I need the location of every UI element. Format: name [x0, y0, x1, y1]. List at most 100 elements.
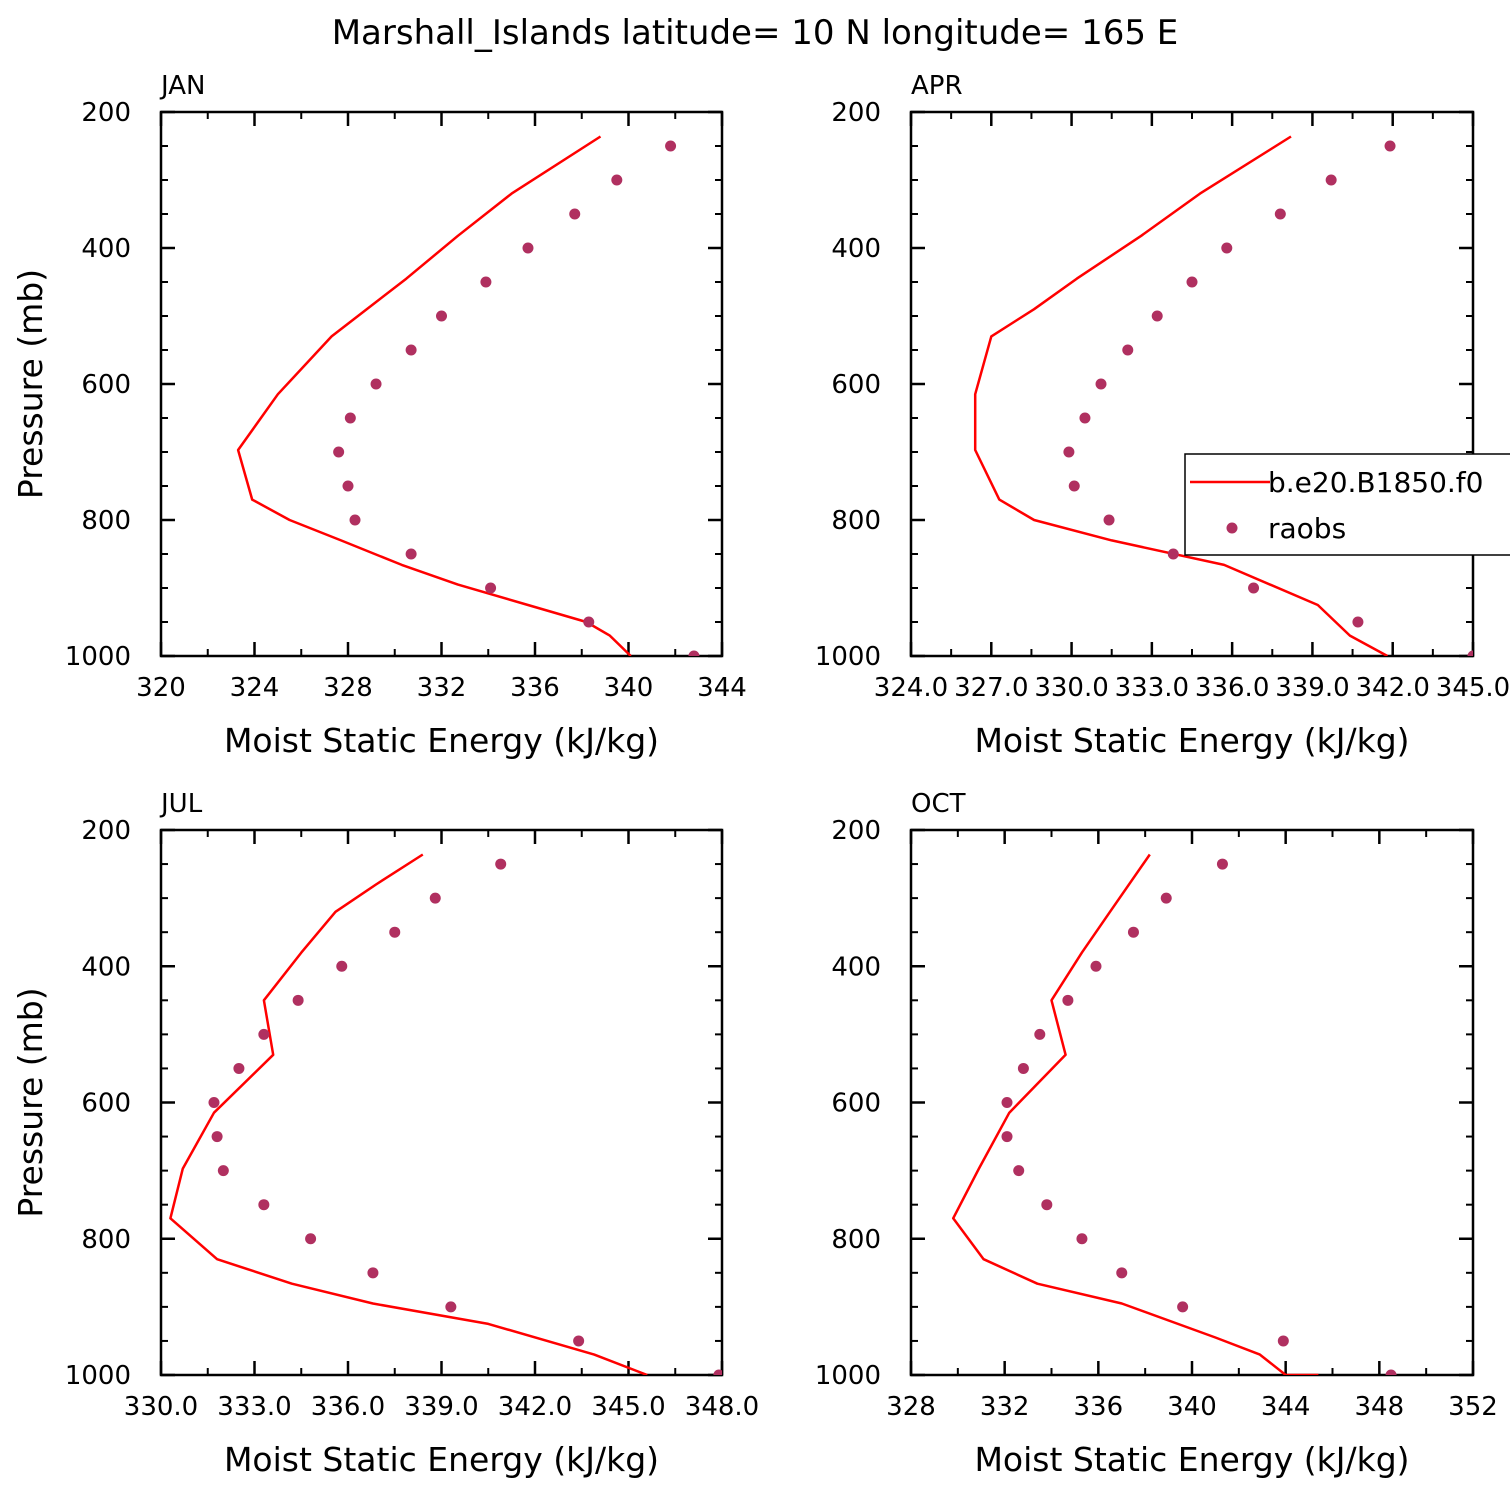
x-axis-label: Moist Static Energy (kJ/kg) [224, 721, 659, 760]
x-tick-label: 336.0 [1195, 673, 1269, 703]
model-line-series [973, 135, 1388, 656]
y-tick-label: 600 [831, 1089, 881, 1119]
series-group [236, 135, 700, 656]
raobs-point [1384, 140, 1396, 152]
raobs-point [405, 548, 417, 560]
x-tick-label: 328 [323, 673, 373, 703]
legend-box [1184, 453, 1510, 556]
raobs-point [344, 412, 356, 424]
y-tick-label: 400 [831, 952, 881, 982]
x-tick-label: 333.0 [1115, 673, 1189, 703]
raobs-point [292, 994, 304, 1006]
y-tick-label: 400 [831, 234, 881, 264]
y-tick-label: 1000 [815, 1361, 881, 1391]
raobs-point [1068, 480, 1080, 492]
raobs-point [367, 1267, 379, 1279]
panel-jul: JUL 330.0 333.0 336.0 339.0 342.0 345.0 348.0 20… [11, 789, 759, 1479]
x-tick-label: 328 [886, 1392, 936, 1422]
raobs-point [305, 1233, 317, 1245]
series-group [951, 853, 1397, 1375]
x-tick-label: 340 [1167, 1392, 1217, 1422]
raobs-point [1352, 616, 1364, 628]
y-tick-label: 800 [81, 1225, 131, 1255]
raobs-point [713, 1369, 722, 1375]
x-axis-label: Moist Static Energy (kJ/kg) [224, 1440, 659, 1479]
y-tick-label: 1000 [65, 1361, 131, 1391]
x-tick-label: 332 [417, 673, 467, 703]
raobs-point [1103, 514, 1115, 526]
raobs-point [336, 960, 348, 972]
raobs-point [1248, 582, 1260, 594]
raobs-point [522, 242, 534, 254]
raobs-point [1062, 994, 1074, 1006]
y-tick-label: 600 [81, 370, 131, 400]
raobs-point [1167, 548, 1179, 560]
raobs-point [1076, 1233, 1088, 1245]
raobs-point [1095, 378, 1107, 390]
x-tick-label: 336 [1074, 1392, 1124, 1422]
x-tick-label: 336 [510, 673, 560, 703]
x-tick-label: 336.0 [311, 1392, 385, 1422]
raobs-point [217, 1165, 229, 1177]
raobs-point [342, 480, 354, 492]
x-tick-label: 352 [1448, 1392, 1498, 1422]
x-tick-label: 332 [980, 1392, 1030, 1422]
raobs-point [1017, 1062, 1029, 1074]
raobs-point [1122, 344, 1134, 356]
x-tick-label: 340 [604, 673, 654, 703]
x-tick-label: 339.0 [1275, 673, 1349, 703]
x-tick-label: 333.0 [217, 1392, 291, 1422]
raobs-point [1001, 1097, 1013, 1108]
raobs-point [611, 174, 623, 186]
model-line-series [951, 853, 1319, 1375]
x-tick-label: 320 [136, 673, 186, 703]
model-line-series [236, 135, 632, 656]
raobs-point [389, 926, 401, 938]
raobs-point [1116, 1267, 1128, 1279]
x-axis-label: Moist Static Energy (kJ/kg) [974, 1440, 1409, 1479]
raobs-point [349, 514, 361, 526]
raobs-point [495, 858, 507, 870]
panel-label-oct: OCT [911, 789, 966, 819]
raobs-point [436, 310, 447, 322]
panel-label-jul: JUL [159, 789, 203, 819]
raobs-point [1325, 174, 1337, 186]
raobs-point [333, 446, 345, 458]
y-tick-label: 800 [831, 1225, 881, 1255]
raobs-point [1063, 446, 1075, 458]
x-tick-label: 327.0 [954, 673, 1028, 703]
raobs-point [569, 208, 581, 220]
raobs-point [405, 344, 417, 356]
raobs-point [573, 1335, 585, 1347]
y-tick-label: 200 [81, 98, 131, 128]
raobs-point [583, 616, 595, 628]
x-tick-label: 330.0 [124, 1392, 198, 1422]
raobs-point [1467, 650, 1473, 656]
raobs-point [1186, 276, 1198, 288]
x-tick-label: 342.0 [1355, 673, 1429, 703]
plot-frame-apr [909, 110, 1475, 658]
legend-label-model: b.e20.B1850.f0 [1268, 466, 1483, 499]
raobs-point [485, 582, 497, 594]
panel-jan: JAN 320 324 328 332 336 340 344 200 400 600 800 1000… [11, 71, 747, 760]
y-tick-label: 800 [831, 506, 881, 536]
panel-label-apr: APR [911, 71, 963, 101]
x-tick-label: 344 [697, 673, 747, 703]
x-tick-label: 339.0 [404, 1392, 478, 1422]
raobs-point [1151, 310, 1163, 322]
y-tick-label: 1000 [815, 642, 881, 672]
raobs-point [258, 1028, 270, 1040]
raobs-point [1385, 1369, 1397, 1375]
y-tick-label: 400 [81, 234, 131, 264]
x-tick-label: 345.0 [591, 1392, 665, 1422]
x-tick-label: 324.0 [874, 673, 948, 703]
y-tick-label: 1000 [65, 642, 131, 672]
x-tick-label: 342.0 [498, 1392, 572, 1422]
y-tick-label: 200 [831, 816, 881, 846]
raobs-point [1221, 242, 1233, 254]
plot-frame-jul [159, 828, 724, 1377]
raobs-point [208, 1097, 220, 1108]
x-tick-label: 324 [230, 673, 280, 703]
model-line-series [169, 853, 648, 1375]
y-tick-label: 200 [81, 816, 131, 846]
